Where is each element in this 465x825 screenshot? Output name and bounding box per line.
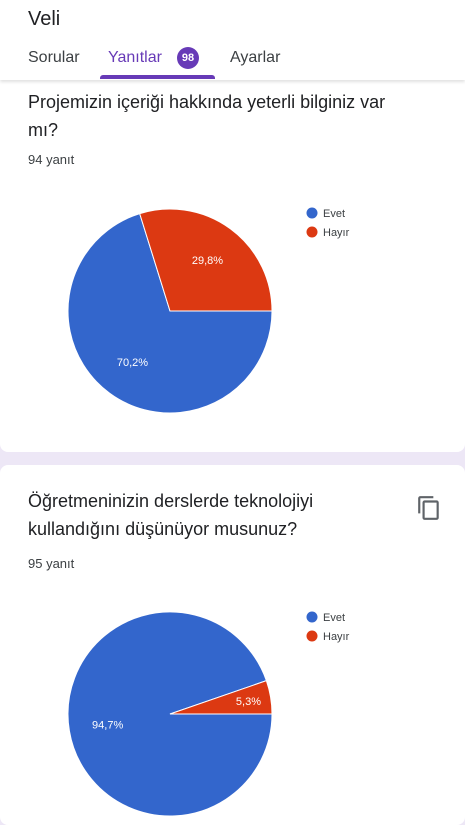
slice-evet — [67, 212, 273, 414]
question-card-2: Öğretmeninizin derslerde teknolojiyi kul… — [0, 465, 465, 825]
response-count: 95 yanıt — [28, 556, 75, 571]
app-header: Veli Sorular Yanıtlar 98 Ayarlar — [0, 0, 465, 80]
form-title: Veli — [28, 8, 61, 30]
legend-label-evet: Evet — [323, 612, 345, 624]
legend-swatch-hayir — [306, 630, 318, 642]
legend-label-hayir: Hayır — [323, 227, 350, 239]
slice-evet-label: 70,2% — [117, 357, 148, 369]
legend-swatch-evet — [306, 611, 318, 623]
legend-label-evet: Evet — [323, 208, 345, 220]
slice-hayir — [139, 208, 273, 312]
slice-evet-label: 94,7% — [92, 719, 123, 731]
slice-hayir-label: 29,8% — [192, 255, 223, 267]
responses-count-badge: 98 — [177, 47, 199, 69]
pie-chart: 94,7% 5,3% Evet Hayır — [67, 611, 350, 817]
copy-icon[interactable] — [416, 495, 442, 521]
slice-hayir-label: 5,3% — [236, 696, 261, 708]
question-card-1: Projemizin içeriği hakkında yeterli bilg… — [0, 80, 465, 452]
legend-label-hayir: Hayır — [323, 631, 350, 643]
active-tab-indicator — [100, 75, 215, 79]
legend-swatch-hayir — [306, 226, 318, 238]
slice-hayir — [169, 680, 273, 715]
legend-swatch-evet — [306, 207, 318, 219]
slice-evet — [67, 611, 273, 817]
pie-chart: 70,2% 29,8% Evet Hayır — [67, 207, 350, 414]
response-count: 94 yanıt — [28, 152, 75, 167]
tab-questions[interactable]: Sorular — [28, 49, 80, 66]
tab-settings[interactable]: Ayarlar — [230, 49, 281, 66]
tab-responses[interactable]: Yanıtlar — [108, 49, 162, 66]
question-title: Projemizin içeriği hakkında yeterli bilg… — [28, 92, 386, 140]
question-title: Öğretmeninizin derslerde teknolojiyi kul… — [28, 491, 314, 539]
